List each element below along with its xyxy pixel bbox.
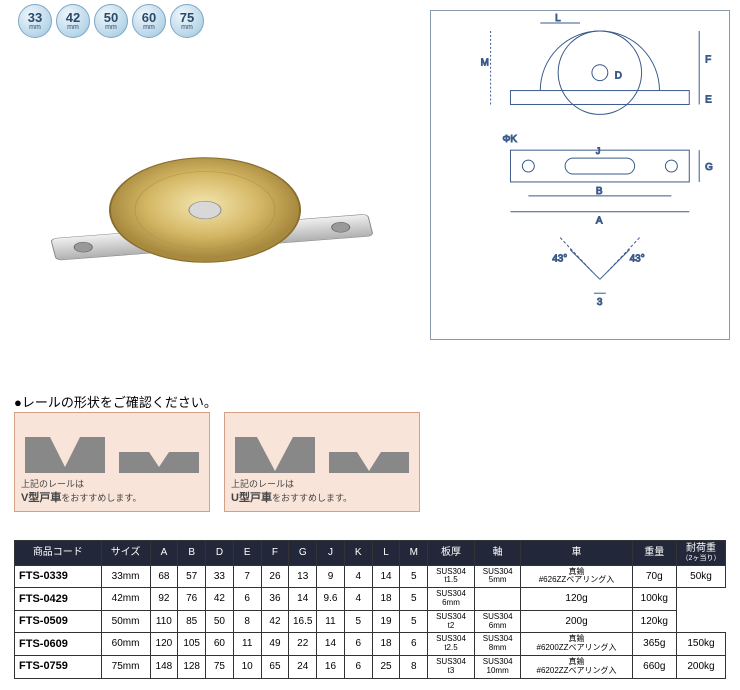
svg-text:D: D xyxy=(615,71,622,82)
rail-notice: ●レールの形状をご確認ください。 xyxy=(14,392,217,411)
table-row: FTS-075975mm14812875106524166258SUS304t3… xyxy=(15,655,726,678)
size-badge-33: 33mm xyxy=(18,4,52,38)
svg-text:J: J xyxy=(596,146,600,156)
spec-table: 商品コードサイズABDEFGJKLM板厚軸車重量耐荷重（2ヶ当り）FTS-033… xyxy=(14,540,726,679)
svg-text:A: A xyxy=(596,216,603,227)
svg-text:F: F xyxy=(705,55,711,66)
size-badge-60: 60mm xyxy=(132,4,166,38)
rail-card-V: 上記のレールはV型戸車をおすすめします。 xyxy=(14,412,210,512)
technical-drawing: L M D F E ΦK J G B A 43° 43° 3 xyxy=(430,10,730,340)
size-badge-75: 75mm xyxy=(170,4,204,38)
svg-text:B: B xyxy=(596,186,603,197)
svg-text:ΦK: ΦK xyxy=(503,134,518,145)
svg-text:E: E xyxy=(705,94,712,105)
angle-right: 43° xyxy=(630,253,645,264)
svg-text:M: M xyxy=(481,58,489,69)
size-badge-50: 50mm xyxy=(94,4,128,38)
groove-gap: 3 xyxy=(597,297,603,308)
table-row: FTS-050950mm110855084216.5115195SUS304t2… xyxy=(15,610,726,633)
table-row: FTS-060960mm12010560114922146186SUS304t2… xyxy=(15,633,726,656)
size-badge-42: 42mm xyxy=(56,4,90,38)
table-header: 商品コードサイズABDEFGJKLM板厚軸車重量耐荷重（2ヶ当り） xyxy=(15,541,726,566)
table-row: FTS-042942mm927642636149.64185SUS3046mm1… xyxy=(15,588,726,611)
product-photo xyxy=(30,60,380,340)
svg-text:G: G xyxy=(705,162,713,173)
angle-left: 43° xyxy=(552,253,567,264)
table-row: FTS-033933mm6857337261394145SUS304t1.5SU… xyxy=(15,565,726,588)
rail-cards: 上記のレールはV型戸車をおすすめします。上記のレールはU型戸車をおすすめします。 xyxy=(14,412,420,512)
svg-text:L: L xyxy=(555,13,561,24)
rail-card-U: 上記のレールはU型戸車をおすすめします。 xyxy=(224,412,420,512)
